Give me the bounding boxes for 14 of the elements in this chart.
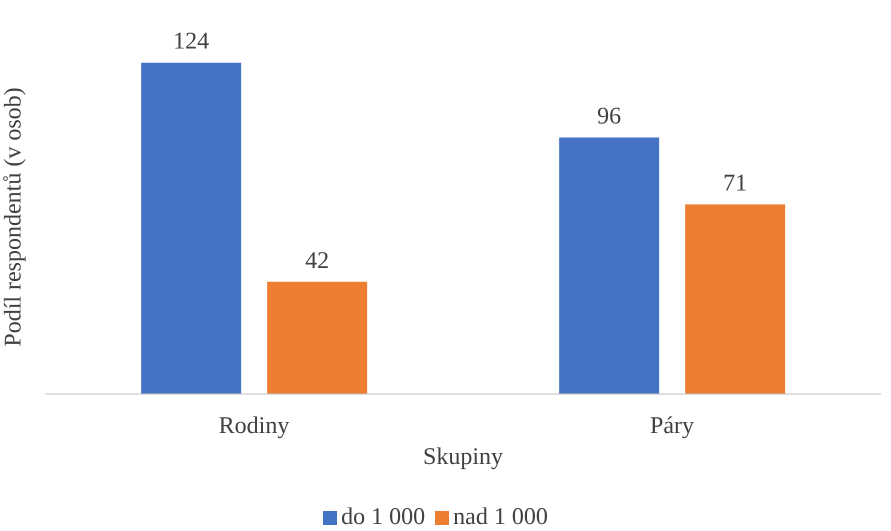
bar — [685, 204, 786, 394]
bar — [267, 282, 368, 394]
data-label: 124 — [173, 28, 210, 55]
legend-label: do 1 000 — [341, 504, 426, 530]
bar — [559, 138, 660, 394]
legend-label: nad 1 000 — [453, 504, 548, 530]
x-axis-title: Skupiny — [422, 444, 504, 470]
x-tick-label: Páry — [650, 413, 694, 440]
x-tick-label: Rodiny — [218, 413, 290, 440]
data-label: 96 — [597, 104, 622, 130]
y-axis-title: Podíl respondentů (v osob) — [0, 87, 27, 347]
bar — [141, 62, 242, 394]
data-label: 42 — [305, 248, 330, 274]
data-label: 71 — [723, 170, 748, 196]
